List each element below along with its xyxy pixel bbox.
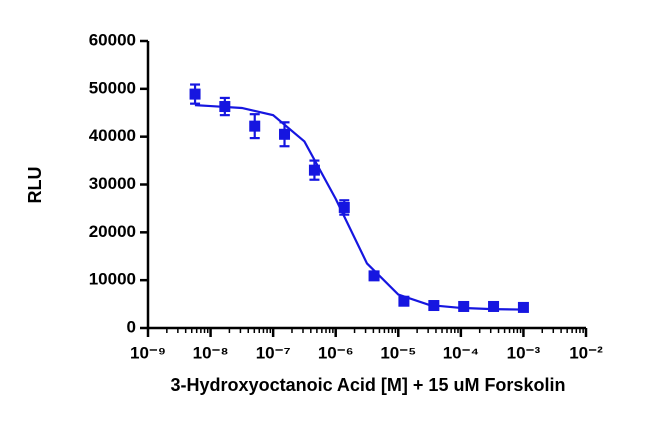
y-tick-label: 0	[127, 317, 136, 336]
data-point	[517, 301, 529, 313]
y-tick-label: 20000	[89, 222, 136, 241]
y-tick-label: 50000	[89, 78, 136, 97]
x-tick-label: 10⁻⁷	[256, 343, 291, 362]
data-point	[249, 120, 261, 132]
fit-curve	[194, 103, 524, 311]
data-point	[308, 164, 320, 176]
y-axis-label: RLU	[25, 167, 45, 204]
data-point	[338, 201, 350, 213]
data-point	[279, 128, 291, 140]
data-point	[428, 300, 440, 312]
data-point	[488, 300, 500, 312]
x-tick-label: 10⁻⁸	[193, 343, 229, 362]
data-point	[458, 300, 470, 312]
x-tick-label: 10⁻²	[569, 343, 603, 362]
data-point	[189, 88, 201, 100]
data-point	[219, 101, 231, 113]
y-tick-label: 30000	[89, 174, 136, 193]
y-tick-label: 40000	[89, 126, 136, 145]
x-axis-label: 3-Hydroxyoctanoic Acid [M] + 15 uM Forsk…	[171, 375, 566, 395]
x-tick-label: 10⁻⁵	[380, 343, 416, 362]
x-tick-label: 10⁻³	[507, 343, 541, 362]
y-tick-label: 60000	[89, 30, 136, 49]
x-tick-label: 10⁻⁴	[443, 343, 479, 362]
x-tick-label: 10⁻⁶	[318, 343, 354, 362]
data-point	[368, 270, 380, 282]
data-point	[398, 295, 410, 307]
x-tick-label: 10⁻⁹	[130, 343, 166, 362]
y-tick-label: 10000	[89, 270, 136, 289]
